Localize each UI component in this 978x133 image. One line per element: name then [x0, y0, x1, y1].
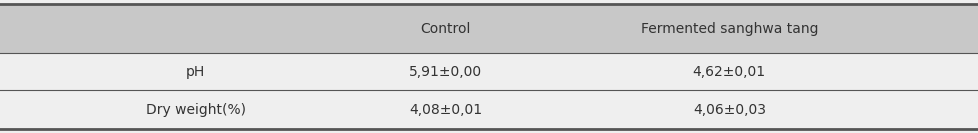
Text: Fermented sanghwa tang: Fermented sanghwa tang: [640, 22, 818, 36]
Text: pH: pH: [186, 65, 205, 79]
Text: 4,08±0,01: 4,08±0,01: [409, 103, 481, 117]
Text: 4,62±0,01: 4,62±0,01: [692, 65, 765, 79]
Text: 4,06±0,03: 4,06±0,03: [692, 103, 765, 117]
Text: Dry weight(%): Dry weight(%): [146, 103, 245, 117]
Text: Control: Control: [420, 22, 470, 36]
Bar: [0, 4, 978, 53]
Text: 5,91±0,00: 5,91±0,00: [409, 65, 481, 79]
